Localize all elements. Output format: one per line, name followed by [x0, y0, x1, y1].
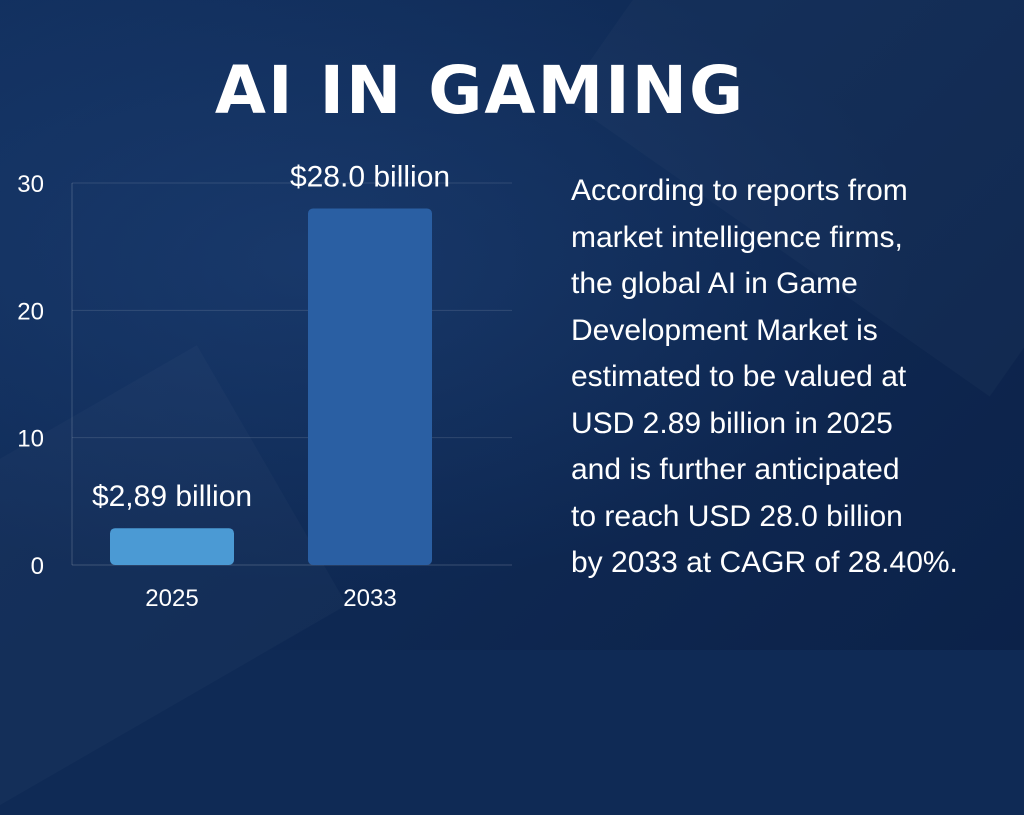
page-title: AI IN GAMING: [214, 52, 746, 129]
y-tick-label: 10: [17, 426, 44, 453]
description-line: market intelligence firms,: [571, 220, 903, 254]
description-line: Development Market is: [571, 313, 878, 347]
description-line: According to reports from: [571, 174, 908, 207]
data-label: $28.0 billion: [290, 160, 450, 193]
bar-chart: 0 10 20 30 $2,89 billion 2025 $28.0 billion 203…: [0, 0, 540, 650]
description-line: by 2033 at CAGR of 28.40%.: [571, 546, 958, 579]
description-line: and is further anticipated: [571, 453, 900, 486]
x-tick-label: 2033: [343, 585, 396, 612]
x-tick-label: 2025: [145, 585, 198, 612]
description-line: to reach USD 28.0 billion: [571, 499, 903, 533]
description-line: estimated to be valued at: [571, 360, 907, 393]
chart-svg: 0 10 20 30 $2,89 billion 2025 $28.0 billion 203…: [17, 160, 512, 612]
bar-2033: [308, 208, 432, 565]
description-line: the global AI in Game: [571, 267, 858, 300]
y-tick-label: 0: [31, 553, 44, 580]
bar-2025: [110, 528, 234, 565]
description-line: USD 2.89 billion in 2025: [571, 406, 893, 440]
data-label: $2,89 billion: [92, 480, 252, 513]
y-tick-label: 30: [17, 171, 44, 198]
description-text: According to reports from market intellig…: [571, 168, 1011, 587]
y-tick-label: 20: [17, 298, 44, 325]
